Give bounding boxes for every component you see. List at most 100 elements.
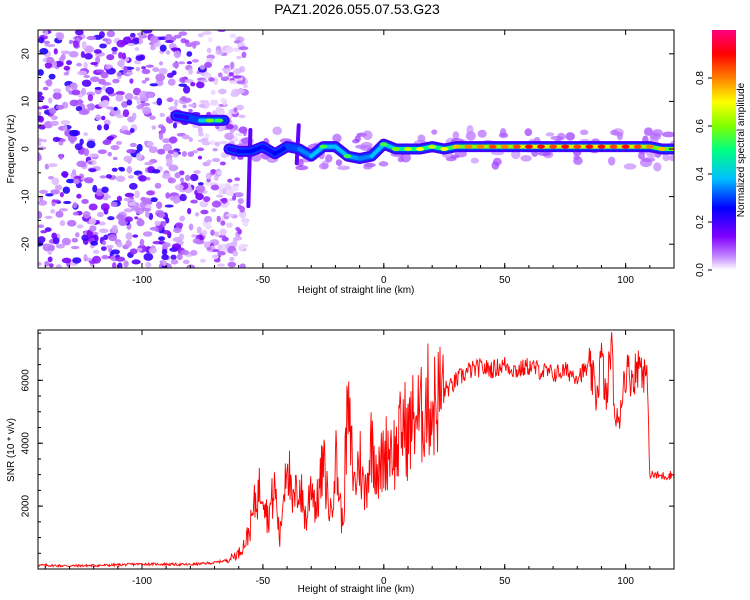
noise-blob bbox=[149, 226, 159, 231]
noise-blob bbox=[196, 81, 205, 89]
noise-blob bbox=[107, 216, 115, 221]
noise-blob bbox=[116, 213, 125, 221]
noise-blob bbox=[91, 231, 99, 236]
noise-blob bbox=[194, 212, 200, 217]
noise-blob bbox=[170, 47, 181, 51]
noise-blob bbox=[115, 90, 125, 96]
noise-blob bbox=[139, 238, 145, 247]
y-tick-label: 2000 bbox=[21, 495, 32, 518]
x-tick-label: 100 bbox=[617, 275, 634, 286]
noise-blob bbox=[105, 174, 113, 179]
noise-blob bbox=[81, 234, 89, 242]
noise-blob bbox=[159, 112, 165, 118]
halo-blob bbox=[623, 163, 637, 170]
noise-blob bbox=[216, 215, 221, 223]
noise-blob bbox=[46, 56, 55, 64]
ridge-hotspot bbox=[452, 144, 461, 149]
noise-blob bbox=[161, 254, 169, 261]
noise-blob bbox=[212, 157, 221, 163]
noise-blob bbox=[48, 263, 54, 268]
halo-blob bbox=[662, 153, 670, 162]
noise-blob bbox=[124, 92, 134, 101]
noise-blob bbox=[200, 209, 209, 215]
noise-blob bbox=[116, 72, 123, 77]
noise-blob bbox=[92, 184, 98, 193]
noise-blob bbox=[223, 64, 230, 69]
noise-blob bbox=[75, 232, 80, 238]
ridge-hotspot bbox=[633, 144, 642, 149]
noise-blob bbox=[141, 68, 151, 75]
noise-blob bbox=[134, 190, 140, 199]
noise-blob bbox=[119, 167, 126, 172]
noise-blob bbox=[40, 230, 48, 234]
noise-blob bbox=[99, 175, 107, 179]
colorbar-tick-label: 0.2 bbox=[695, 215, 706, 229]
noise-blob bbox=[166, 158, 173, 165]
noise-blob bbox=[201, 229, 208, 236]
halo-blob bbox=[454, 150, 467, 158]
halo-blob bbox=[318, 162, 329, 170]
snr-x-label: Height of straight line (km) bbox=[298, 584, 415, 595]
noise-blob bbox=[83, 45, 94, 53]
halo-blob bbox=[641, 157, 656, 163]
noise-blob bbox=[167, 177, 177, 184]
noise-blob bbox=[42, 138, 47, 143]
noise-blob bbox=[126, 148, 136, 154]
noise-blob bbox=[115, 114, 125, 119]
noise-blob bbox=[151, 169, 161, 174]
noise-blob bbox=[220, 76, 230, 82]
noise-blob bbox=[93, 49, 102, 54]
noise-blob bbox=[215, 49, 224, 56]
noise-blob bbox=[209, 101, 219, 106]
noise-blob bbox=[236, 55, 242, 60]
noise-blob bbox=[61, 257, 72, 264]
noise-blob bbox=[232, 239, 238, 247]
snr-y-label: SNR (10 * v/v) bbox=[6, 418, 17, 482]
noise-blob bbox=[106, 30, 116, 38]
noise-blob bbox=[133, 95, 139, 100]
noise-blob bbox=[154, 220, 161, 226]
noise-blob bbox=[38, 261, 42, 267]
noise-blob bbox=[76, 62, 82, 67]
noise-blob bbox=[203, 72, 212, 79]
y-tick-label: 0 bbox=[21, 146, 32, 152]
snr-x-ticks: -100 -50 0 50 100 bbox=[44, 330, 675, 587]
noise-blob bbox=[108, 233, 118, 242]
noise-blob bbox=[82, 210, 91, 219]
noise-blob bbox=[125, 71, 133, 76]
noise-blob bbox=[217, 244, 223, 252]
noise-blob bbox=[48, 73, 56, 80]
halo-blob bbox=[550, 135, 564, 141]
noise-blob bbox=[80, 51, 86, 59]
noise-blob bbox=[74, 143, 83, 151]
noise-blob bbox=[195, 185, 206, 192]
ridge-hotspot bbox=[476, 144, 485, 149]
noise-blob bbox=[204, 215, 213, 224]
noise-blob bbox=[142, 231, 153, 237]
noise-blob bbox=[197, 126, 203, 134]
noise-blob bbox=[102, 139, 112, 146]
noise-blob bbox=[59, 220, 66, 227]
ridge-hotspot bbox=[428, 144, 437, 149]
noise-blob bbox=[165, 50, 171, 55]
noise-blob bbox=[44, 215, 53, 220]
noise-blob bbox=[60, 50, 71, 55]
noise-blob bbox=[197, 33, 204, 38]
noise-blob bbox=[86, 35, 97, 41]
noise-blob bbox=[95, 114, 102, 121]
ridge-hotspot bbox=[391, 147, 400, 151]
noise-blob bbox=[87, 94, 94, 102]
noise-blob bbox=[145, 64, 155, 68]
noise-blob bbox=[128, 182, 138, 190]
noise-blob bbox=[100, 71, 109, 79]
x-tick-label: -100 bbox=[132, 576, 152, 587]
noise-blob bbox=[38, 138, 44, 143]
x-tick-label: 0 bbox=[381, 576, 387, 587]
noise-blob bbox=[135, 66, 141, 72]
ridge-hotspot bbox=[536, 144, 545, 149]
noise-blob bbox=[66, 60, 73, 66]
noise-blob bbox=[46, 43, 56, 48]
noise-blob bbox=[44, 62, 53, 69]
noise-blob bbox=[209, 140, 216, 145]
noise-blob bbox=[101, 115, 106, 121]
